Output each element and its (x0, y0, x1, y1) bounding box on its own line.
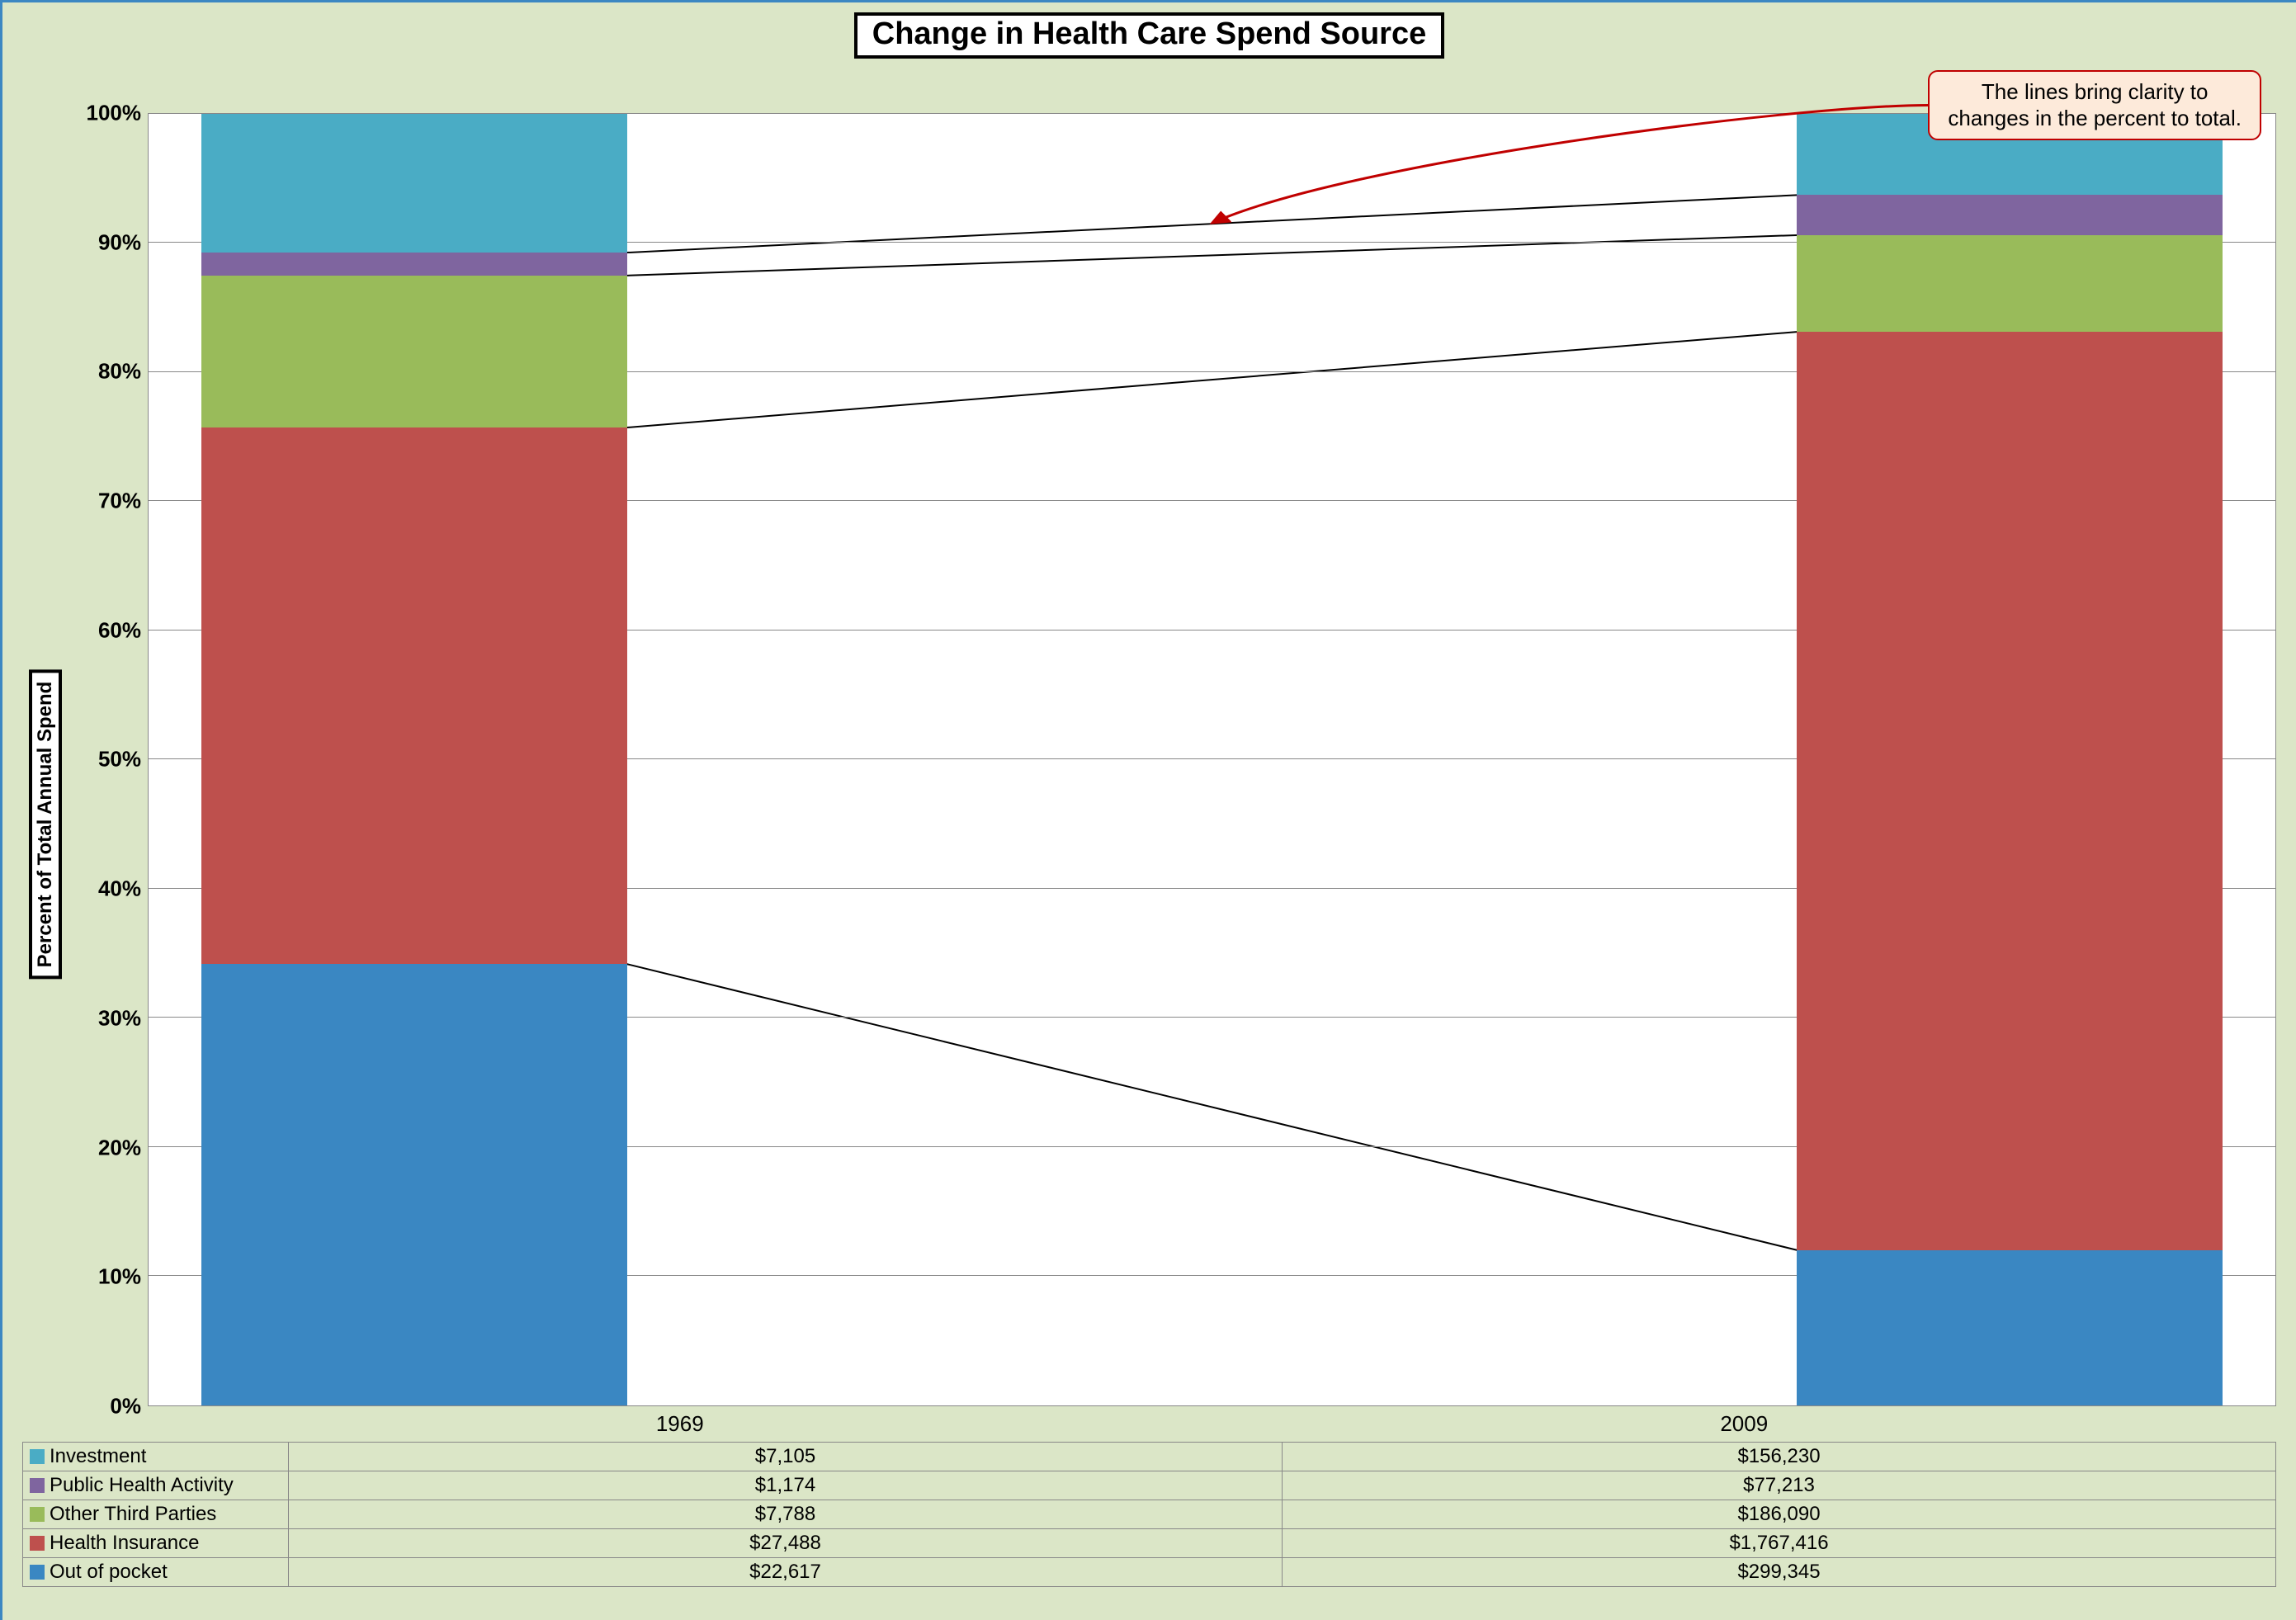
table-row: Investment $7,105$156,230 (23, 1443, 2276, 1471)
table-cell: $186,090 (1283, 1500, 2276, 1529)
legend-label: Investment (50, 1445, 146, 1467)
legend-swatch (30, 1565, 45, 1580)
connector-line-out-of-pocket (627, 964, 1797, 1250)
plot-area (148, 113, 2276, 1406)
connector-line-health-insurance (627, 332, 1797, 427)
table-cell: $7,105 (289, 1443, 1283, 1471)
bar-segment-out-of-pocket (201, 964, 626, 1405)
table-cell: $156,230 (1283, 1443, 2276, 1471)
table-row-header: Investment (23, 1443, 289, 1471)
table-cell: $1,767,416 (1283, 1529, 2276, 1558)
legend-label: Public Health Activity (50, 1474, 234, 1496)
bar-segment-health-insurance (201, 427, 626, 964)
legend-swatch (30, 1536, 45, 1551)
annotation-callout: The lines bring clarity to changes in th… (1928, 70, 2261, 140)
outer-frame: Change in Health Care Spend Source The l… (0, 0, 2296, 1620)
y-tick-label: 90% (98, 229, 141, 255)
table-row: Out of pocket $22,617$299,345 (23, 1558, 2276, 1587)
table-row-header: Other Third Parties (23, 1500, 289, 1529)
table-row: Other Third Parties $7,788$186,090 (23, 1500, 2276, 1529)
table-cell: $27,488 (289, 1529, 1283, 1558)
bar-segment-public-health-activity (201, 253, 626, 276)
y-axis-ticks: 0%10%20%30%40%50%60%70%80%90%100% (69, 113, 148, 1406)
chart-panel: Change in Health Care Spend Source The l… (6, 6, 2293, 1603)
table-cell: $299,345 (1283, 1558, 2276, 1587)
table-row-header: Health Insurance (23, 1529, 289, 1558)
legend-swatch (30, 1507, 45, 1522)
y-tick-label: 10% (98, 1264, 141, 1290)
annotation-text-line2: changes in the percent to total. (1948, 106, 2242, 130)
plot-and-table: The lines bring clarity to changes in th… (22, 64, 2276, 1587)
table-row: Public Health Activity $1,174$77,213 (23, 1471, 2276, 1500)
table-cell: $77,213 (1283, 1471, 2276, 1500)
stacked-bar-1969 (201, 114, 626, 1405)
table-row: Health Insurance $27,488$1,767,416 (23, 1529, 2276, 1558)
y-axis-label: Percent of Total Annual Spend (29, 669, 62, 979)
legend-swatch (30, 1478, 45, 1493)
legend-swatch (30, 1449, 45, 1464)
x-axis-label-1969: 1969 (148, 1406, 1212, 1442)
y-tick-label: 100% (87, 100, 142, 125)
connector-line-other-third-parties (627, 235, 1797, 276)
table-cell: $7,788 (289, 1500, 1283, 1529)
annotation-text-line1: The lines bring clarity to (1982, 79, 2209, 104)
table-cell: $22,617 (289, 1558, 1283, 1587)
chart-title: Change in Health Care Spend Source (854, 12, 1444, 59)
bar-segment-other-third-parties (1797, 235, 2222, 332)
table-cell: $1,174 (289, 1471, 1283, 1500)
y-axis-label-column: Percent of Total Annual Spend (22, 113, 69, 1406)
y-tick-label: 40% (98, 876, 141, 902)
y-tick-label: 80% (98, 359, 141, 385)
x-axis-label-2009: 2009 (1212, 1406, 2277, 1442)
bar-segment-health-insurance (1797, 332, 2222, 1250)
bar-segment-public-health-activity (1797, 195, 2222, 235)
bar-segment-investment (201, 114, 626, 253)
y-tick-label: 50% (98, 747, 141, 772)
y-tick-label: 60% (98, 617, 141, 643)
legend-label: Other Third Parties (50, 1503, 216, 1525)
title-container: Change in Health Care Spend Source (22, 12, 2276, 59)
legend-label: Health Insurance (50, 1532, 199, 1554)
x-axis-labels: 1969 2009 (22, 1406, 2276, 1442)
data-table: Investment$7,105$156,230Public Health Ac… (22, 1442, 2276, 1587)
bar-segment-out-of-pocket (1797, 1250, 2222, 1405)
y-tick-label: 70% (98, 488, 141, 513)
y-tick-label: 30% (98, 1005, 141, 1031)
y-tick-label: 20% (98, 1135, 141, 1160)
y-tick-label: 0% (110, 1394, 141, 1419)
table-row-header: Out of pocket (23, 1558, 289, 1587)
table-row-header: Public Health Activity (23, 1471, 289, 1500)
connector-line-public-health-activity (627, 195, 1797, 253)
bar-segment-other-third-parties (201, 276, 626, 427)
stacked-bar-2009 (1797, 114, 2222, 1405)
legend-label: Out of pocket (50, 1561, 168, 1583)
plot-row: Percent of Total Annual Spend 0%10%20%30… (22, 64, 2276, 1406)
